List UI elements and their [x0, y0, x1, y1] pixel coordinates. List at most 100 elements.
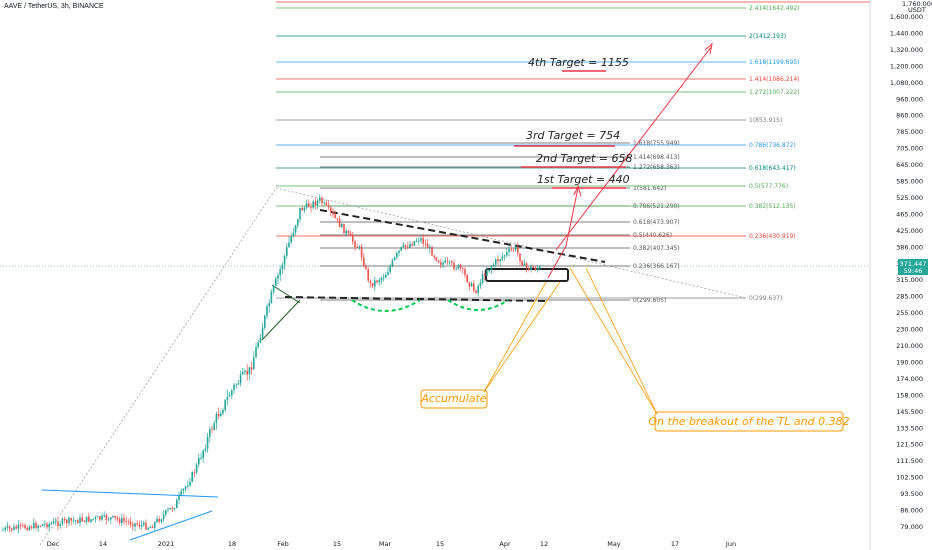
y-tick-label: 315.000 — [896, 276, 923, 284]
y-tick-label: 585.000 — [896, 178, 923, 186]
candle — [222, 407, 224, 416]
candle — [369, 279, 372, 288]
candle-body — [162, 514, 165, 520]
candle — [371, 282, 374, 288]
candle — [147, 527, 149, 531]
candle — [22, 522, 24, 528]
candle — [431, 245, 433, 257]
candle — [323, 200, 325, 205]
callout-breakout: On the breakout of the TL and 0.382 — [569, 267, 850, 432]
candle-body — [6, 526, 9, 528]
candle-body — [147, 527, 149, 530]
candle — [464, 267, 466, 279]
candle — [305, 199, 308, 210]
candle — [167, 507, 169, 513]
candle — [297, 218, 299, 229]
candle — [479, 279, 482, 290]
candle — [470, 281, 473, 287]
candle-body — [90, 519, 92, 522]
candle-body — [528, 267, 530, 270]
candle-body — [365, 266, 367, 269]
x-tick-label: 15 — [436, 540, 444, 548]
candle-body — [316, 200, 319, 206]
candle — [264, 314, 266, 330]
candle — [211, 425, 213, 434]
candle-body — [354, 241, 356, 247]
y-tick-label: 79.000 — [900, 523, 923, 531]
callout-pointer — [483, 281, 561, 393]
candle-body — [393, 257, 396, 261]
trend-drawings — [39, 42, 747, 546]
candle — [398, 250, 400, 257]
candle-body — [297, 219, 299, 226]
candle — [26, 526, 28, 532]
candle — [66, 518, 68, 528]
fib-anchor-diagonal — [39, 187, 277, 546]
candle — [334, 210, 336, 219]
candle — [378, 277, 380, 287]
candle — [57, 516, 59, 531]
candle — [220, 410, 222, 417]
wedge-line-2 — [271, 284, 301, 304]
candle — [255, 342, 257, 358]
candle-body — [15, 526, 17, 529]
fib-retracement-upper: 2.414(1642.492) 2(1412.193) 1.618(1199.695… — [276, 1, 870, 302]
candle-body — [189, 481, 191, 486]
candle-body — [11, 528, 13, 530]
candle-body — [514, 246, 517, 250]
fib-upper-label: 2.414(1642.492) — [749, 5, 800, 12]
candle — [303, 205, 306, 214]
candle-body — [360, 246, 363, 258]
candle-body — [112, 515, 114, 518]
candle-body — [530, 266, 532, 270]
candle-body — [228, 395, 231, 397]
candle-body — [85, 516, 88, 523]
candle-body — [391, 260, 394, 267]
price-tag-value: 371.447 — [900, 260, 927, 268]
candle — [28, 525, 31, 531]
candle — [4, 525, 6, 533]
candle-body — [30, 526, 33, 529]
y-tick-label: 525.000 — [896, 194, 923, 202]
candle-body — [127, 521, 130, 523]
arrow-to-first-target — [547, 187, 579, 279]
candle-body — [431, 246, 433, 256]
candle — [165, 509, 167, 517]
candle-body — [105, 514, 108, 520]
x-tick-label: 2021 — [158, 540, 175, 548]
candle — [46, 522, 48, 530]
candle — [453, 260, 455, 272]
candle — [393, 256, 396, 261]
candle-body — [215, 413, 218, 424]
candle-body — [512, 249, 515, 251]
candle — [501, 252, 504, 262]
candle — [235, 382, 237, 389]
candle — [61, 517, 64, 526]
candle-body — [532, 266, 534, 268]
candle — [400, 246, 402, 252]
fib-upper-label: 0.618(643.417) — [749, 165, 796, 172]
candle-body — [250, 367, 253, 370]
candle-body — [464, 269, 466, 275]
candle-body — [455, 268, 457, 270]
candle — [195, 462, 198, 475]
candle-body — [206, 436, 209, 449]
candle-body — [481, 273, 484, 284]
candle-body — [275, 278, 277, 286]
candle-body — [74, 520, 77, 522]
callout-pointer — [569, 267, 658, 415]
candle — [407, 242, 409, 250]
candle-body — [336, 218, 339, 220]
candle-body — [193, 472, 196, 473]
candle — [536, 264, 539, 273]
candle — [277, 272, 279, 285]
candle-body — [156, 518, 158, 522]
candle — [85, 516, 88, 525]
candle-body — [121, 517, 123, 524]
target-label: 2nd Target = 658 — [536, 152, 633, 165]
candle — [37, 523, 39, 532]
candle — [81, 513, 83, 523]
candle-body — [325, 202, 328, 206]
